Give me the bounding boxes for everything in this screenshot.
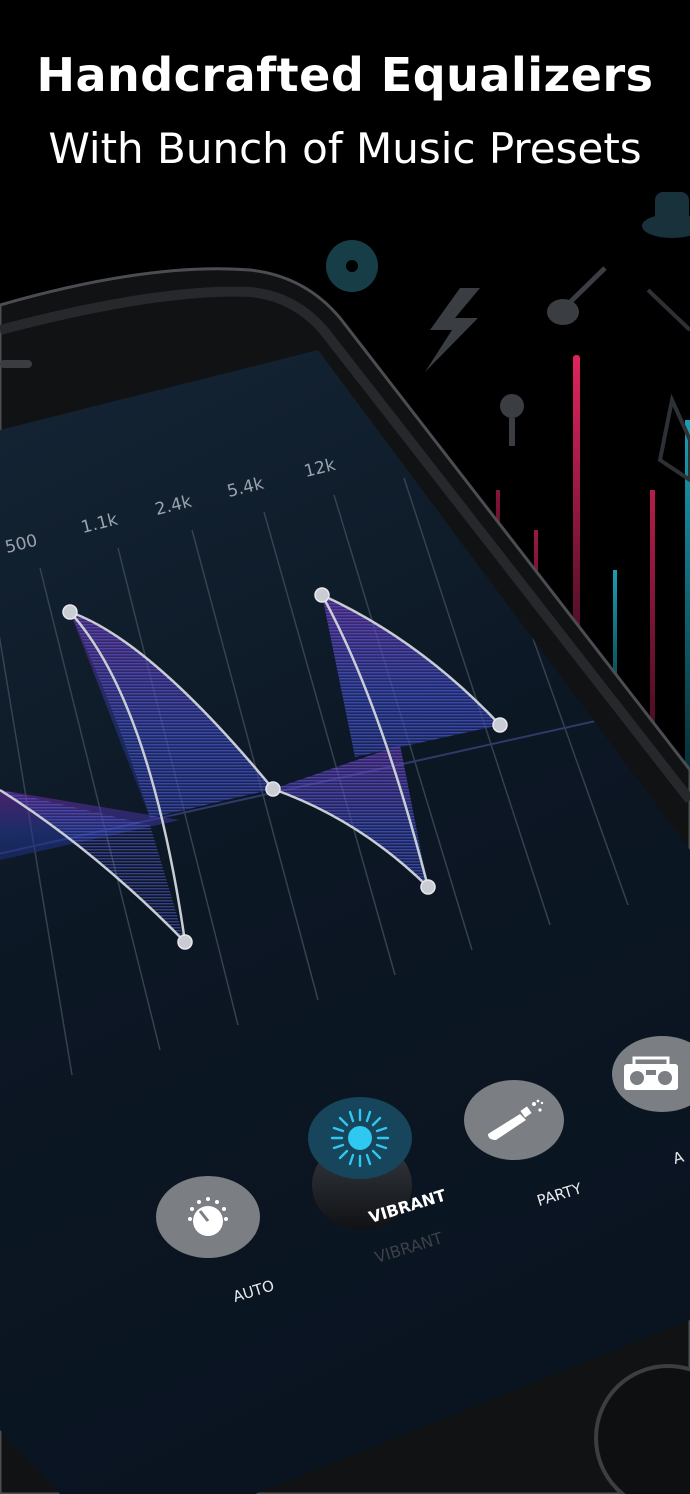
eq-handle: [265, 781, 281, 797]
champagne-icon: [488, 1099, 544, 1140]
eq-handle: [492, 717, 508, 733]
preset-vibrant-button[interactable]: [308, 1097, 412, 1179]
light-bar: [650, 490, 655, 790]
hat-icon: [642, 192, 690, 238]
eq-handle: [62, 604, 78, 620]
headline-title: Handcrafted Equalizers: [36, 48, 654, 102]
headline-subtitle: With Bunch of Music Presets: [48, 124, 642, 173]
light-bar: [685, 420, 690, 800]
eq-handles: [62, 587, 508, 950]
eq-handle: [177, 934, 193, 950]
preset-auto-button[interactable]: [156, 1176, 260, 1258]
wave-fill: [0, 790, 185, 942]
cd-icon: [326, 240, 378, 292]
knob-icon: [188, 1197, 228, 1236]
home-button[interactable]: [594, 1364, 690, 1494]
light-bar: [573, 355, 580, 675]
boombox-icon: [624, 1056, 678, 1090]
saxophone-icon: [646, 288, 690, 483]
lightning-icon: [425, 288, 480, 372]
light-bar: [613, 570, 617, 730]
eq-handle: [314, 587, 330, 603]
eq-handle: [420, 879, 436, 895]
guitar-icon: [547, 266, 607, 325]
wave-fill: [322, 595, 500, 757]
wave-fill: [70, 612, 273, 818]
preset-party-button[interactable]: [464, 1080, 564, 1160]
sun-burst-icon: [330, 1108, 390, 1168]
microphone-icon: [500, 394, 524, 446]
speaker-slot: [0, 360, 32, 368]
preset-boombox-button[interactable]: [612, 1036, 690, 1112]
